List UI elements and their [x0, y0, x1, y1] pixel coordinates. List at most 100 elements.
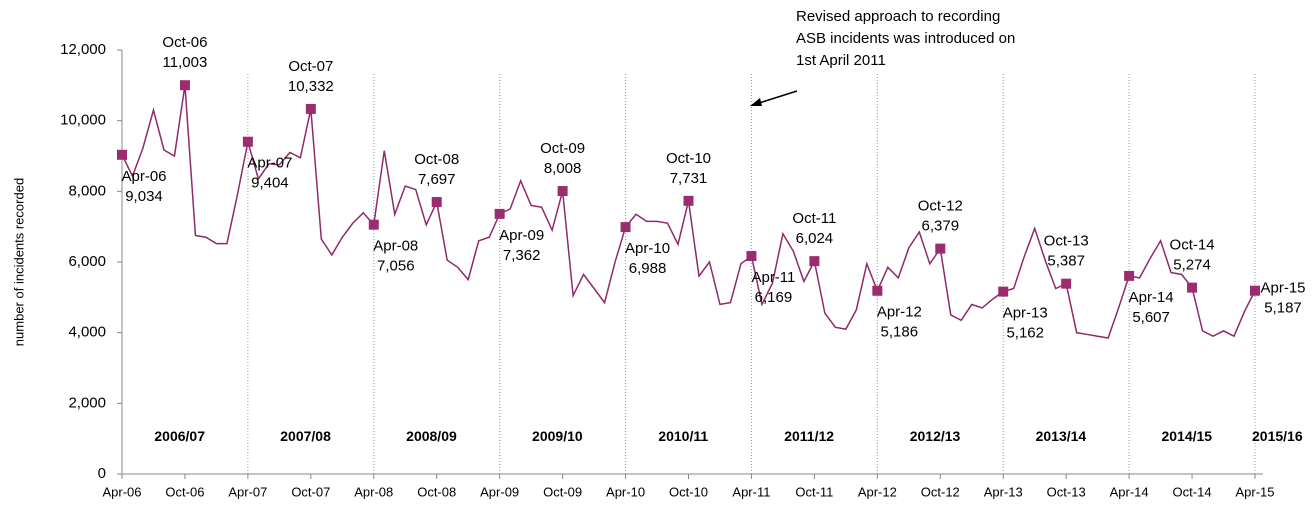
x-tick-label: Oct-09: [543, 484, 582, 499]
data-marker: [746, 251, 757, 262]
data-label-value: 7,697: [418, 171, 456, 188]
data-line: [121, 85, 1256, 339]
data-label-value: 6,988: [629, 260, 667, 277]
data-marker: [998, 286, 1009, 297]
data-marker: [179, 80, 190, 91]
x-tick-label: Apr-08: [354, 484, 393, 499]
data-marker: [872, 285, 883, 296]
y-axis-label: number of incidents recorded: [11, 178, 26, 346]
x-tick-label: Oct-13: [1047, 484, 1086, 499]
data-label-category: Apr-11: [751, 269, 795, 286]
y-tick-label: 12,000: [60, 41, 106, 58]
data-label-category: Apr-10: [625, 240, 670, 257]
data-label-category: Oct-10: [666, 150, 711, 167]
data-label-value: 7,056: [377, 258, 415, 275]
data-label-value: 9,404: [251, 175, 289, 192]
period-label: 2014/15: [1161, 428, 1213, 444]
data-marker: [1061, 278, 1072, 289]
data-marker: [117, 149, 127, 160]
data-label-value: 5,187: [1264, 300, 1302, 317]
data-label-category: Oct-14: [1170, 237, 1215, 254]
data-marker: [683, 195, 694, 206]
y-tick-label: 6,000: [68, 253, 106, 270]
data-label-category: Apr-13: [1003, 305, 1048, 322]
x-tick-label: Apr-10: [606, 484, 645, 499]
data-label-value: 5,387: [1047, 253, 1085, 270]
x-tick-label: Oct-10: [669, 484, 708, 499]
data-label-value: 6,024: [796, 230, 834, 247]
period-label: 2008/09: [406, 428, 457, 444]
period-label: 2012/13: [909, 428, 961, 444]
data-label-value: 8,008: [544, 160, 582, 177]
data-label-value: 5,274: [1173, 257, 1211, 274]
period-label: 2007/08: [280, 428, 331, 444]
annotation-line: ASB incidents was introduced on: [796, 30, 1015, 47]
data-marker: [431, 197, 442, 208]
data-marker: [1250, 285, 1260, 296]
data-marker: [368, 219, 379, 230]
x-tick-label: Apr-13: [984, 484, 1023, 499]
y-tick-label: 2,000: [68, 394, 106, 411]
x-tick-label: Apr-15: [1235, 484, 1274, 499]
data-label-category: Oct-11: [792, 210, 836, 227]
data-marker: [557, 186, 568, 197]
data-label-value: 7,731: [670, 170, 708, 187]
x-tick-label: Apr-06: [102, 484, 141, 499]
data-marker: [494, 208, 505, 219]
data-label-value: 6,379: [922, 218, 960, 235]
x-tick-label: Oct-07: [291, 484, 330, 499]
data-marker: [242, 136, 253, 147]
period-label: 2015/16: [1252, 428, 1303, 444]
data-label-category: Apr-07: [247, 155, 292, 172]
x-tick-label: Oct-12: [921, 484, 960, 499]
data-label-category: Apr-06: [121, 168, 166, 185]
data-marker: [305, 103, 316, 114]
data-label-category: Oct-12: [918, 198, 963, 215]
period-label: 2009/10: [532, 428, 583, 444]
period-label: 2006/07: [154, 428, 205, 444]
data-label-category: Oct-07: [288, 58, 333, 75]
data-label-category: Oct-13: [1044, 233, 1089, 250]
data-label-category: Apr-12: [877, 304, 922, 321]
data-label-value: 11,003: [163, 54, 208, 71]
data-label-category: Oct-08: [414, 151, 459, 168]
x-tick-label: Apr-14: [1110, 484, 1149, 499]
data-marker: [1187, 282, 1198, 293]
data-label-category: Oct-09: [540, 140, 585, 157]
annotation-line: 1st April 2011: [796, 52, 886, 69]
data-label-category: Oct-06: [162, 34, 207, 51]
period-label: 2011/12: [784, 428, 835, 444]
data-label-value: 9,034: [125, 188, 163, 205]
data-marker: [935, 243, 946, 254]
x-tick-label: Apr-11: [732, 484, 770, 499]
period-label: 2010/11: [658, 428, 709, 444]
x-tick-label: Apr-12: [858, 484, 897, 499]
x-tick-label: Oct-08: [417, 484, 456, 499]
data-label-category: Apr-09: [499, 227, 544, 244]
annotation-arrowhead: [750, 98, 762, 106]
annotation-line: Revised approach to recording: [796, 8, 1000, 25]
period-label: 2013/14: [1035, 428, 1087, 444]
data-label-category: Apr-14: [1129, 289, 1174, 306]
data-label-value: 5,186: [881, 324, 919, 341]
y-tick-label: 4,000: [68, 324, 106, 341]
data-marker: [809, 256, 820, 267]
annotation-arrow: [755, 90, 798, 105]
data-label-value: 7,362: [503, 247, 541, 264]
y-tick-label: 10,000: [60, 112, 106, 129]
y-tick-label: 0: [98, 465, 106, 482]
data-label-value: 6,169: [755, 289, 793, 306]
y-tick-label: 8,000: [68, 182, 106, 199]
x-tick-label: Apr-07: [228, 484, 267, 499]
data-marker: [620, 222, 631, 233]
data-label-value: 5,607: [1132, 309, 1170, 326]
x-tick-label: Oct-11: [795, 484, 833, 499]
x-tick-label: Oct-06: [165, 484, 204, 499]
data-label-category: Apr-15: [1260, 280, 1305, 297]
data-label-value: 5,162: [1006, 325, 1044, 342]
data-marker: [1124, 270, 1135, 281]
x-tick-label: Oct-14: [1173, 484, 1212, 499]
x-tick-label: Apr-09: [480, 484, 519, 499]
